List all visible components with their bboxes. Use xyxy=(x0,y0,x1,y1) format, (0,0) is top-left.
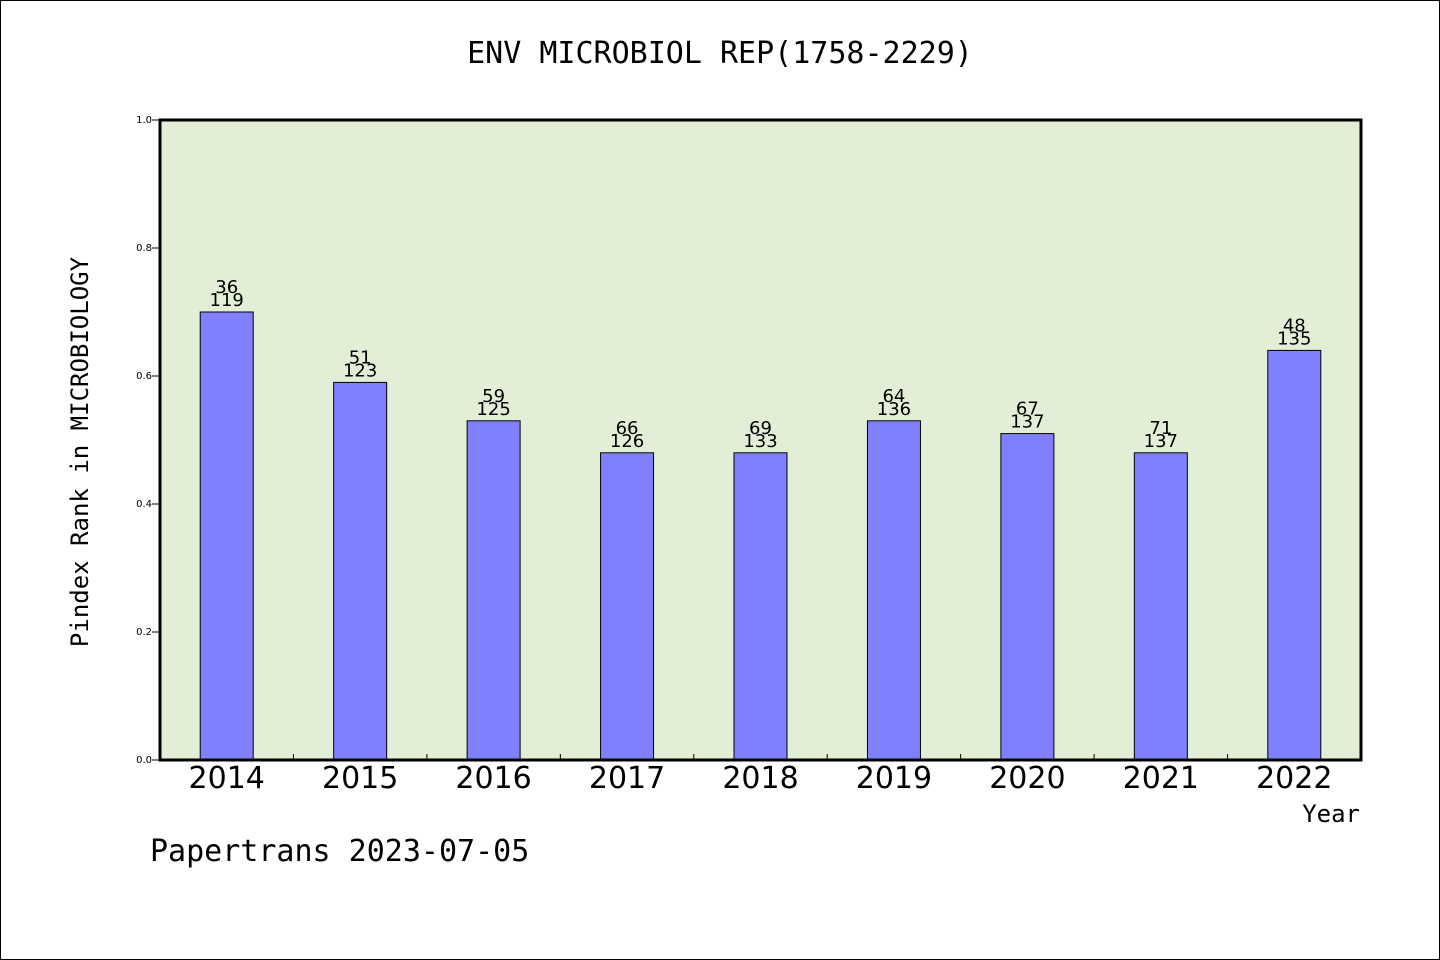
y-tick-label: 0.6 xyxy=(136,371,152,382)
bar xyxy=(1133,452,1188,761)
bar-total-label: 126 xyxy=(610,431,644,452)
bar-total-label: 133 xyxy=(743,431,777,452)
bar xyxy=(199,311,254,761)
bar-total-label: 136 xyxy=(877,399,911,420)
bar xyxy=(600,452,655,761)
chart-title: ENV MICROBIOL REP(1758-2229) xyxy=(467,36,973,71)
x-tick-label: 2020 xyxy=(989,761,1065,796)
bar-rank-label: 59 xyxy=(482,386,505,407)
x-tick-label: 2014 xyxy=(189,761,265,796)
x-tick-label: 2016 xyxy=(455,761,531,796)
x-tick-label: 2018 xyxy=(722,761,798,796)
bar-total-label: 125 xyxy=(476,399,510,420)
bar-rank-label: 64 xyxy=(882,386,905,407)
bar xyxy=(1000,433,1055,761)
bar xyxy=(1267,349,1322,761)
bar-rank-label: 69 xyxy=(749,418,772,439)
y-tick-label: 0.8 xyxy=(136,243,152,254)
bar-rank-label: 51 xyxy=(349,347,372,368)
bar xyxy=(866,420,921,761)
x-tick-label: 2022 xyxy=(1256,761,1332,796)
x-axis-label: Year xyxy=(1302,800,1360,828)
x-tick-label: 2017 xyxy=(589,761,665,796)
bar-rank-label: 67 xyxy=(1016,399,1039,420)
footer-credit: Papertrans 2023-07-05 xyxy=(150,834,530,869)
bar-total-label: 137 xyxy=(1010,412,1044,433)
bar-total-label: 119 xyxy=(210,290,244,311)
x-tick-label: 2019 xyxy=(856,761,932,796)
bar-total-label: 137 xyxy=(1144,431,1178,452)
bar xyxy=(466,420,521,761)
bar-total-label: 123 xyxy=(343,360,377,381)
y-tick-label: 1.0 xyxy=(136,115,152,126)
bar xyxy=(333,381,388,761)
bar-rank-label: 66 xyxy=(616,418,639,439)
plot-border xyxy=(158,118,1363,762)
x-tick-label: 2015 xyxy=(322,761,398,796)
y-tick-label: 0.2 xyxy=(136,627,152,638)
bar-rank-label: 48 xyxy=(1283,315,1306,336)
bar-rank-label: 71 xyxy=(1149,418,1172,439)
y-tick-label: 0.4 xyxy=(136,499,152,510)
y-tick-label: 0.0 xyxy=(136,755,152,766)
bar-rank-label: 36 xyxy=(215,277,238,298)
x-tick-label: 2021 xyxy=(1123,761,1199,796)
bar xyxy=(733,452,788,761)
bar-total-label: 135 xyxy=(1277,328,1311,349)
